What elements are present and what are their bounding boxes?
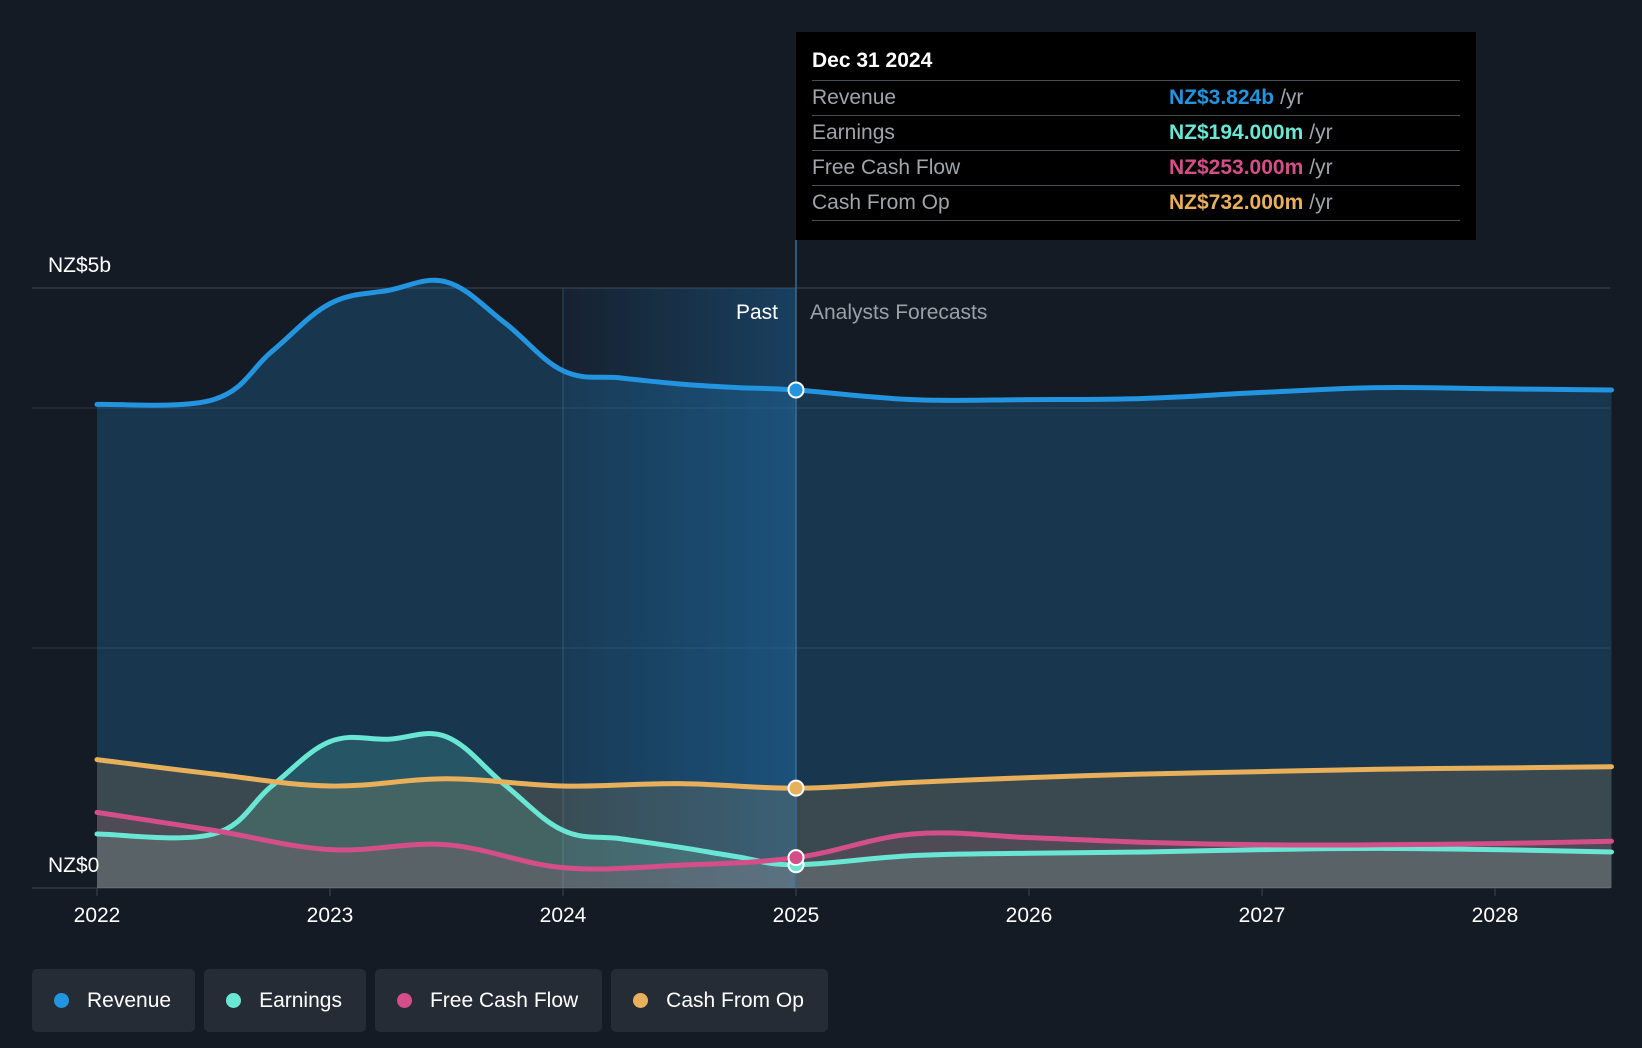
x-tick-label: 2026 xyxy=(1006,904,1053,927)
chart: NZ$5b NZ$0 Past Analysts Forecasts 2022 2… xyxy=(32,240,1614,927)
tooltip-row-label: Revenue xyxy=(812,86,897,109)
tooltip-row-earnings: Earnings NZ$194.000m /yr xyxy=(812,115,1460,150)
past-label: Past xyxy=(736,301,778,324)
series-area-revenue xyxy=(97,280,1612,889)
series-line-revenue xyxy=(94,277,1614,408)
legend-label: Earnings xyxy=(259,988,342,1012)
legend-item-free-cash-flow[interactable]: Free Cash Flow xyxy=(374,969,603,1032)
series-area-free-cash-flow xyxy=(97,812,1612,888)
free-cash-flow-dot-icon xyxy=(396,993,412,1008)
legend-label: Revenue xyxy=(87,988,172,1012)
legend-item-cash-from-op[interactable]: Cash From Op xyxy=(611,969,828,1032)
tooltip-row-value: NZ$194.000m xyxy=(1169,121,1304,144)
series-lines xyxy=(94,277,1614,872)
tooltip-row-label: Cash From Op xyxy=(812,191,950,214)
tooltip-row-unit: /yr xyxy=(1309,191,1333,214)
hover-markers xyxy=(787,381,805,874)
tooltip-row-value: NZ$253.000m xyxy=(1169,156,1304,179)
marker-revenue xyxy=(787,381,805,399)
revenue-dot-icon xyxy=(54,993,69,1008)
x-tick-label: 2023 xyxy=(307,904,354,927)
legend: Revenue Earnings Free Cash Flow Cash Fro… xyxy=(32,969,828,1032)
x-tick-label: 2025 xyxy=(773,904,820,927)
tooltip-row-revenue: Revenue NZ$3.824b /yr xyxy=(812,80,1460,115)
x-tick-label: 2027 xyxy=(1239,904,1286,927)
x-tick-label: 2024 xyxy=(540,904,587,927)
series-line-cash-from-op xyxy=(94,757,1614,791)
tooltip-row-unit: /yr xyxy=(1309,121,1333,144)
tooltip-row-label: Free Cash Flow xyxy=(812,156,961,179)
series-areas xyxy=(97,280,1612,889)
legend-item-earnings[interactable]: Earnings xyxy=(204,969,366,1032)
forecast-label: Analysts Forecasts xyxy=(810,301,987,324)
marker-cash-from-op xyxy=(787,779,805,797)
tooltip-row-cash-from-op: Cash From Op NZ$732.000m /yr xyxy=(812,185,1460,221)
marker-free-cash-flow xyxy=(787,849,805,867)
cash-from-op-dot-icon xyxy=(633,993,649,1008)
legend-label: Free Cash Flow xyxy=(429,988,579,1012)
series-area-cash-from-op xyxy=(97,759,1612,888)
tooltip-row-value: NZ$732.000m xyxy=(1169,191,1304,214)
earnings-dot-icon xyxy=(226,993,242,1008)
tooltip-row-value: NZ$3.824b xyxy=(1169,86,1275,109)
y-axis-top-label: NZ$5b xyxy=(48,254,111,277)
series-line-free-cash-flow xyxy=(94,809,1614,872)
tooltip-row-unit: /yr xyxy=(1309,156,1333,179)
x-tick-label: 2022 xyxy=(74,904,121,927)
y-axis-bottom-label: NZ$0 xyxy=(48,854,99,877)
legend-item-revenue[interactable]: Revenue xyxy=(32,969,196,1032)
tooltip-row-free-cash-flow: Free Cash Flow NZ$253.000m /yr xyxy=(812,150,1460,185)
series-line-earnings xyxy=(94,731,1614,868)
x-tick-label: 2028 xyxy=(1472,904,1519,927)
legend-label: Cash From Op xyxy=(666,988,804,1012)
tooltip-date: Dec 31 2024 xyxy=(812,49,933,72)
tooltip-row-unit: /yr xyxy=(1280,86,1304,109)
tooltip: Dec 31 2024 Revenue NZ$3.824b /yr Earnin… xyxy=(796,32,1476,240)
x-axis-ticks: 2022 2023 2024 2025 2026 2027 2028 xyxy=(74,888,1519,927)
tooltip-row-label: Earnings xyxy=(812,121,895,144)
